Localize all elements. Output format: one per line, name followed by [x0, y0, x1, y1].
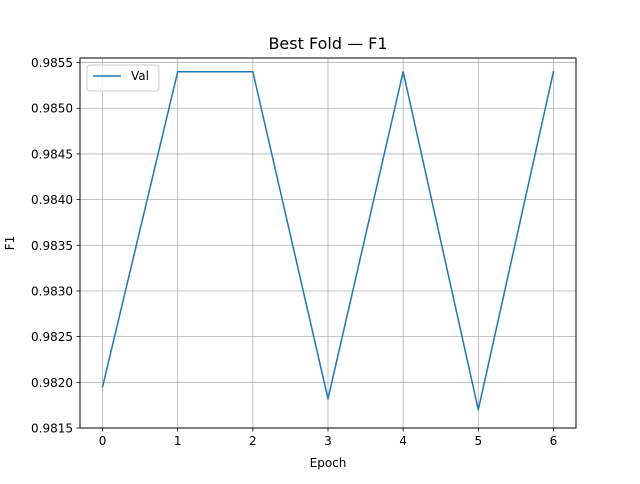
series-line-val	[101, 70, 555, 411]
x-tick-label: 6	[550, 434, 558, 448]
y-tick-label: 0.9815	[31, 422, 73, 436]
y-tick-label: 0.9835	[31, 239, 73, 253]
x-tick-label: 3	[324, 434, 332, 448]
axis-ticks: 0 1 2 3 4 5 6 0.9815 0.9820 0.9825 0.9830 0.9835 0.9…	[31, 56, 557, 448]
x-tick-label: 4	[399, 434, 407, 448]
x-tick-label: 2	[249, 434, 257, 448]
y-tick-label: 0.9820	[31, 376, 73, 390]
legend-label-val: Val	[131, 69, 149, 83]
legend: Val	[86, 64, 160, 92]
x-tick-label: 1	[174, 434, 182, 448]
x-tick-label: 5	[474, 434, 482, 448]
y-tick-label: 0.9850	[31, 102, 73, 116]
y-axis-label: F1	[3, 236, 17, 251]
chart-title: Best Fold — F1	[268, 34, 387, 53]
x-axis-label: Epoch	[310, 456, 347, 470]
x-tick-label: 0	[99, 434, 107, 448]
series-layer	[101, 70, 555, 411]
y-tick-label: 0.9840	[31, 193, 73, 207]
legend-box	[86, 64, 160, 92]
y-tick-label: 0.9855	[31, 56, 73, 70]
y-tick-label: 0.9845	[31, 147, 73, 161]
y-tick-label: 0.9825	[31, 330, 73, 344]
y-tick-label: 0.9830	[31, 284, 73, 298]
